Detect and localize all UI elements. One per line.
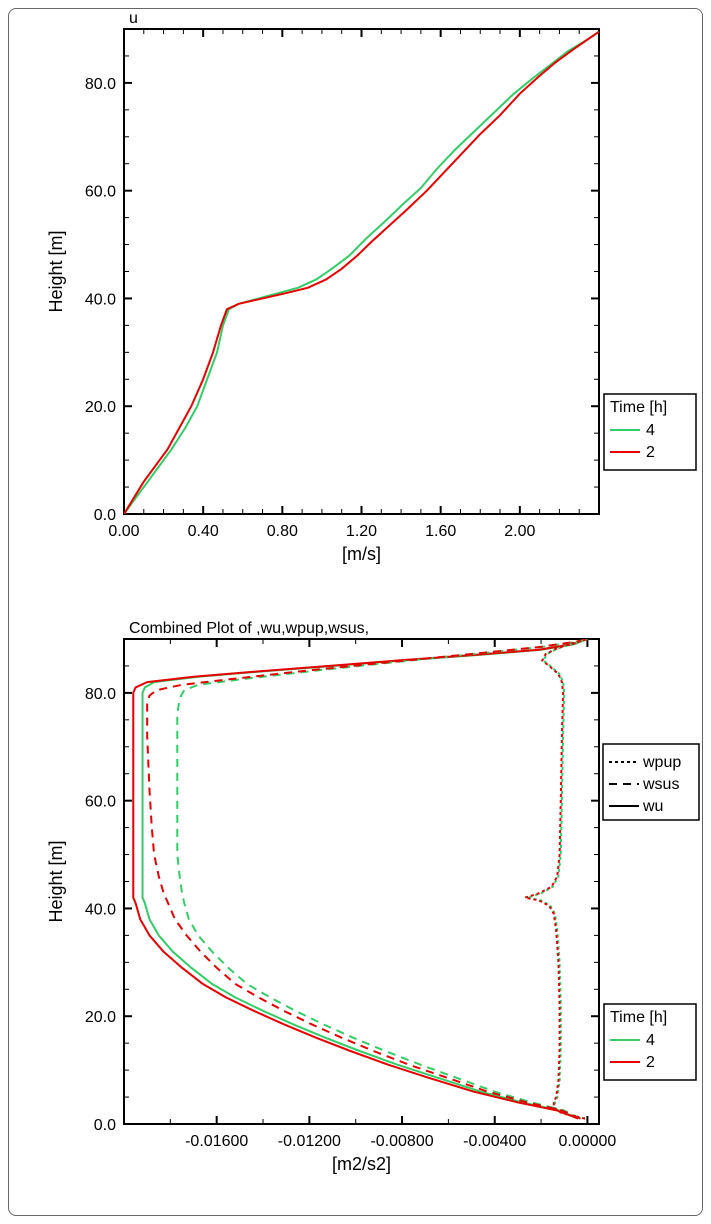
y-axis-label: Height [m] [46, 230, 66, 312]
legend-label: 4 [646, 422, 655, 439]
data-series [525, 639, 588, 1119]
y-tick-label: 60.0 [85, 184, 116, 201]
chart-group: -0.01600 -0.01200 -0.00800 -0.00400 0.00000 0… [46, 620, 616, 1174]
legend-label: 2 [646, 1054, 655, 1071]
y-tick-label: 80.0 [85, 76, 116, 93]
x-tick-label: -0.01600 [185, 1133, 248, 1150]
data-series [177, 639, 587, 1119]
y-tick-label: 40.0 [85, 901, 116, 918]
y-tick-label: 80.0 [85, 686, 116, 703]
data-series [147, 639, 587, 1119]
y-axis-label: Height [m] [46, 840, 66, 922]
x-tick-label: 0.80 [267, 523, 298, 540]
figure-frame: 0.000.400.801.201.602.000.020.040.060.08… [8, 8, 703, 1216]
x-axis-label: [m2/s2] [332, 1154, 391, 1174]
x-axis-label: [m/s] [342, 544, 381, 564]
legend-label: 4 [646, 1032, 655, 1049]
legend-label: wpup [642, 754, 681, 771]
x-tick-label: 2.00 [504, 523, 535, 540]
time-legend: Time [h] 4 2 [604, 394, 696, 470]
legend-title: Time [h] [610, 399, 667, 416]
data-series [124, 32, 599, 514]
y-tick-label: 60.0 [85, 794, 116, 811]
x-tick-label: 0.00000 [558, 1133, 616, 1150]
y-tick-label: 0.0 [94, 507, 116, 524]
y-tick-label: 20.0 [85, 1009, 116, 1026]
y-tick-label: 40.0 [85, 291, 116, 308]
plot-box [124, 29, 599, 514]
legend-label: wu [642, 798, 663, 815]
x-tick-label: 0.40 [188, 523, 219, 540]
x-tick-label: 1.60 [425, 523, 456, 540]
legend-title: Time [h] [610, 1009, 667, 1026]
x-tick-label: 1.20 [346, 523, 377, 540]
x-tick-label: -0.00400 [463, 1133, 526, 1150]
x-tick-label: -0.00800 [370, 1133, 433, 1150]
legend-label: wsus [642, 776, 679, 793]
time-legend: Time [h] 4 2 [604, 1004, 696, 1080]
chart-title: u [129, 10, 138, 27]
data-series [124, 32, 599, 514]
style-legend: wpup wsus wu [603, 744, 699, 820]
x-tick-label: 0.00 [108, 523, 139, 540]
data-series [133, 639, 587, 1119]
x-tick-label: -0.01200 [278, 1133, 341, 1150]
chart-group: 0.00 0.40 0.80 1.20 1.60 2.00 0.0 20.0 40.0 60.0 8… [46, 10, 599, 564]
y-tick-label: 20.0 [85, 399, 116, 416]
data-series [527, 639, 587, 1119]
chart-title: Combined Plot of ,wu,wpup,wsus, [129, 620, 369, 637]
figure-svg: 0.000.400.801.201.602.000.020.040.060.08… [9, 9, 704, 1217]
legend-label: 2 [646, 444, 655, 461]
y-tick-label: 0.0 [94, 1117, 116, 1134]
